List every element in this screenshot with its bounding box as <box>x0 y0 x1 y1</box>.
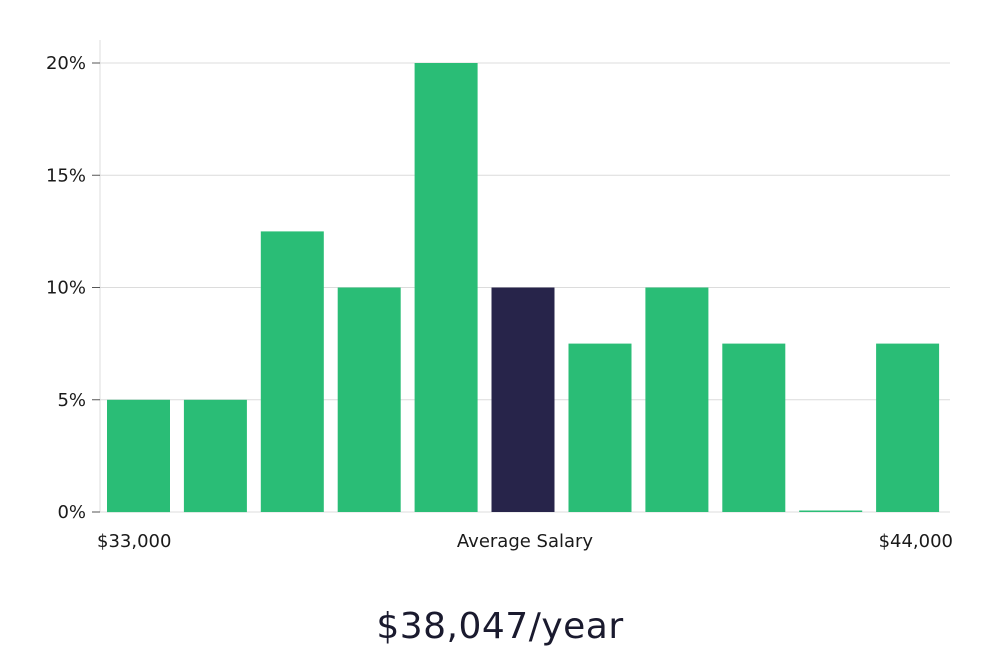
bars <box>107 63 940 513</box>
y-tick-labels: 0% 5% 10% 15% 20% <box>46 53 100 523</box>
bar <box>645 287 709 512</box>
bar <box>568 343 632 512</box>
y-tick-label: 5% <box>57 390 86 411</box>
bar <box>722 343 786 512</box>
bar <box>107 399 170 513</box>
bar <box>260 231 324 512</box>
average-salary-value: $38,047/year <box>376 606 624 647</box>
bar <box>337 287 401 512</box>
bar <box>414 63 478 512</box>
bar <box>183 399 247 513</box>
x-label-center: Average Salary <box>457 531 594 552</box>
y-tick-label: 0% <box>57 502 86 523</box>
y-tick-label: 10% <box>46 278 86 299</box>
bar <box>876 343 940 512</box>
y-tick-label: 15% <box>46 165 86 186</box>
bar-average-salary <box>491 287 555 512</box>
x-label-max: $44,000 <box>879 531 953 552</box>
y-tick-label: 20% <box>46 53 86 74</box>
bar <box>799 510 863 512</box>
x-label-min: $33,000 <box>97 531 171 552</box>
salary-histogram-chart: 0% 5% 10% 15% 20% $33,000 Average Salary $44… <box>46 40 953 552</box>
